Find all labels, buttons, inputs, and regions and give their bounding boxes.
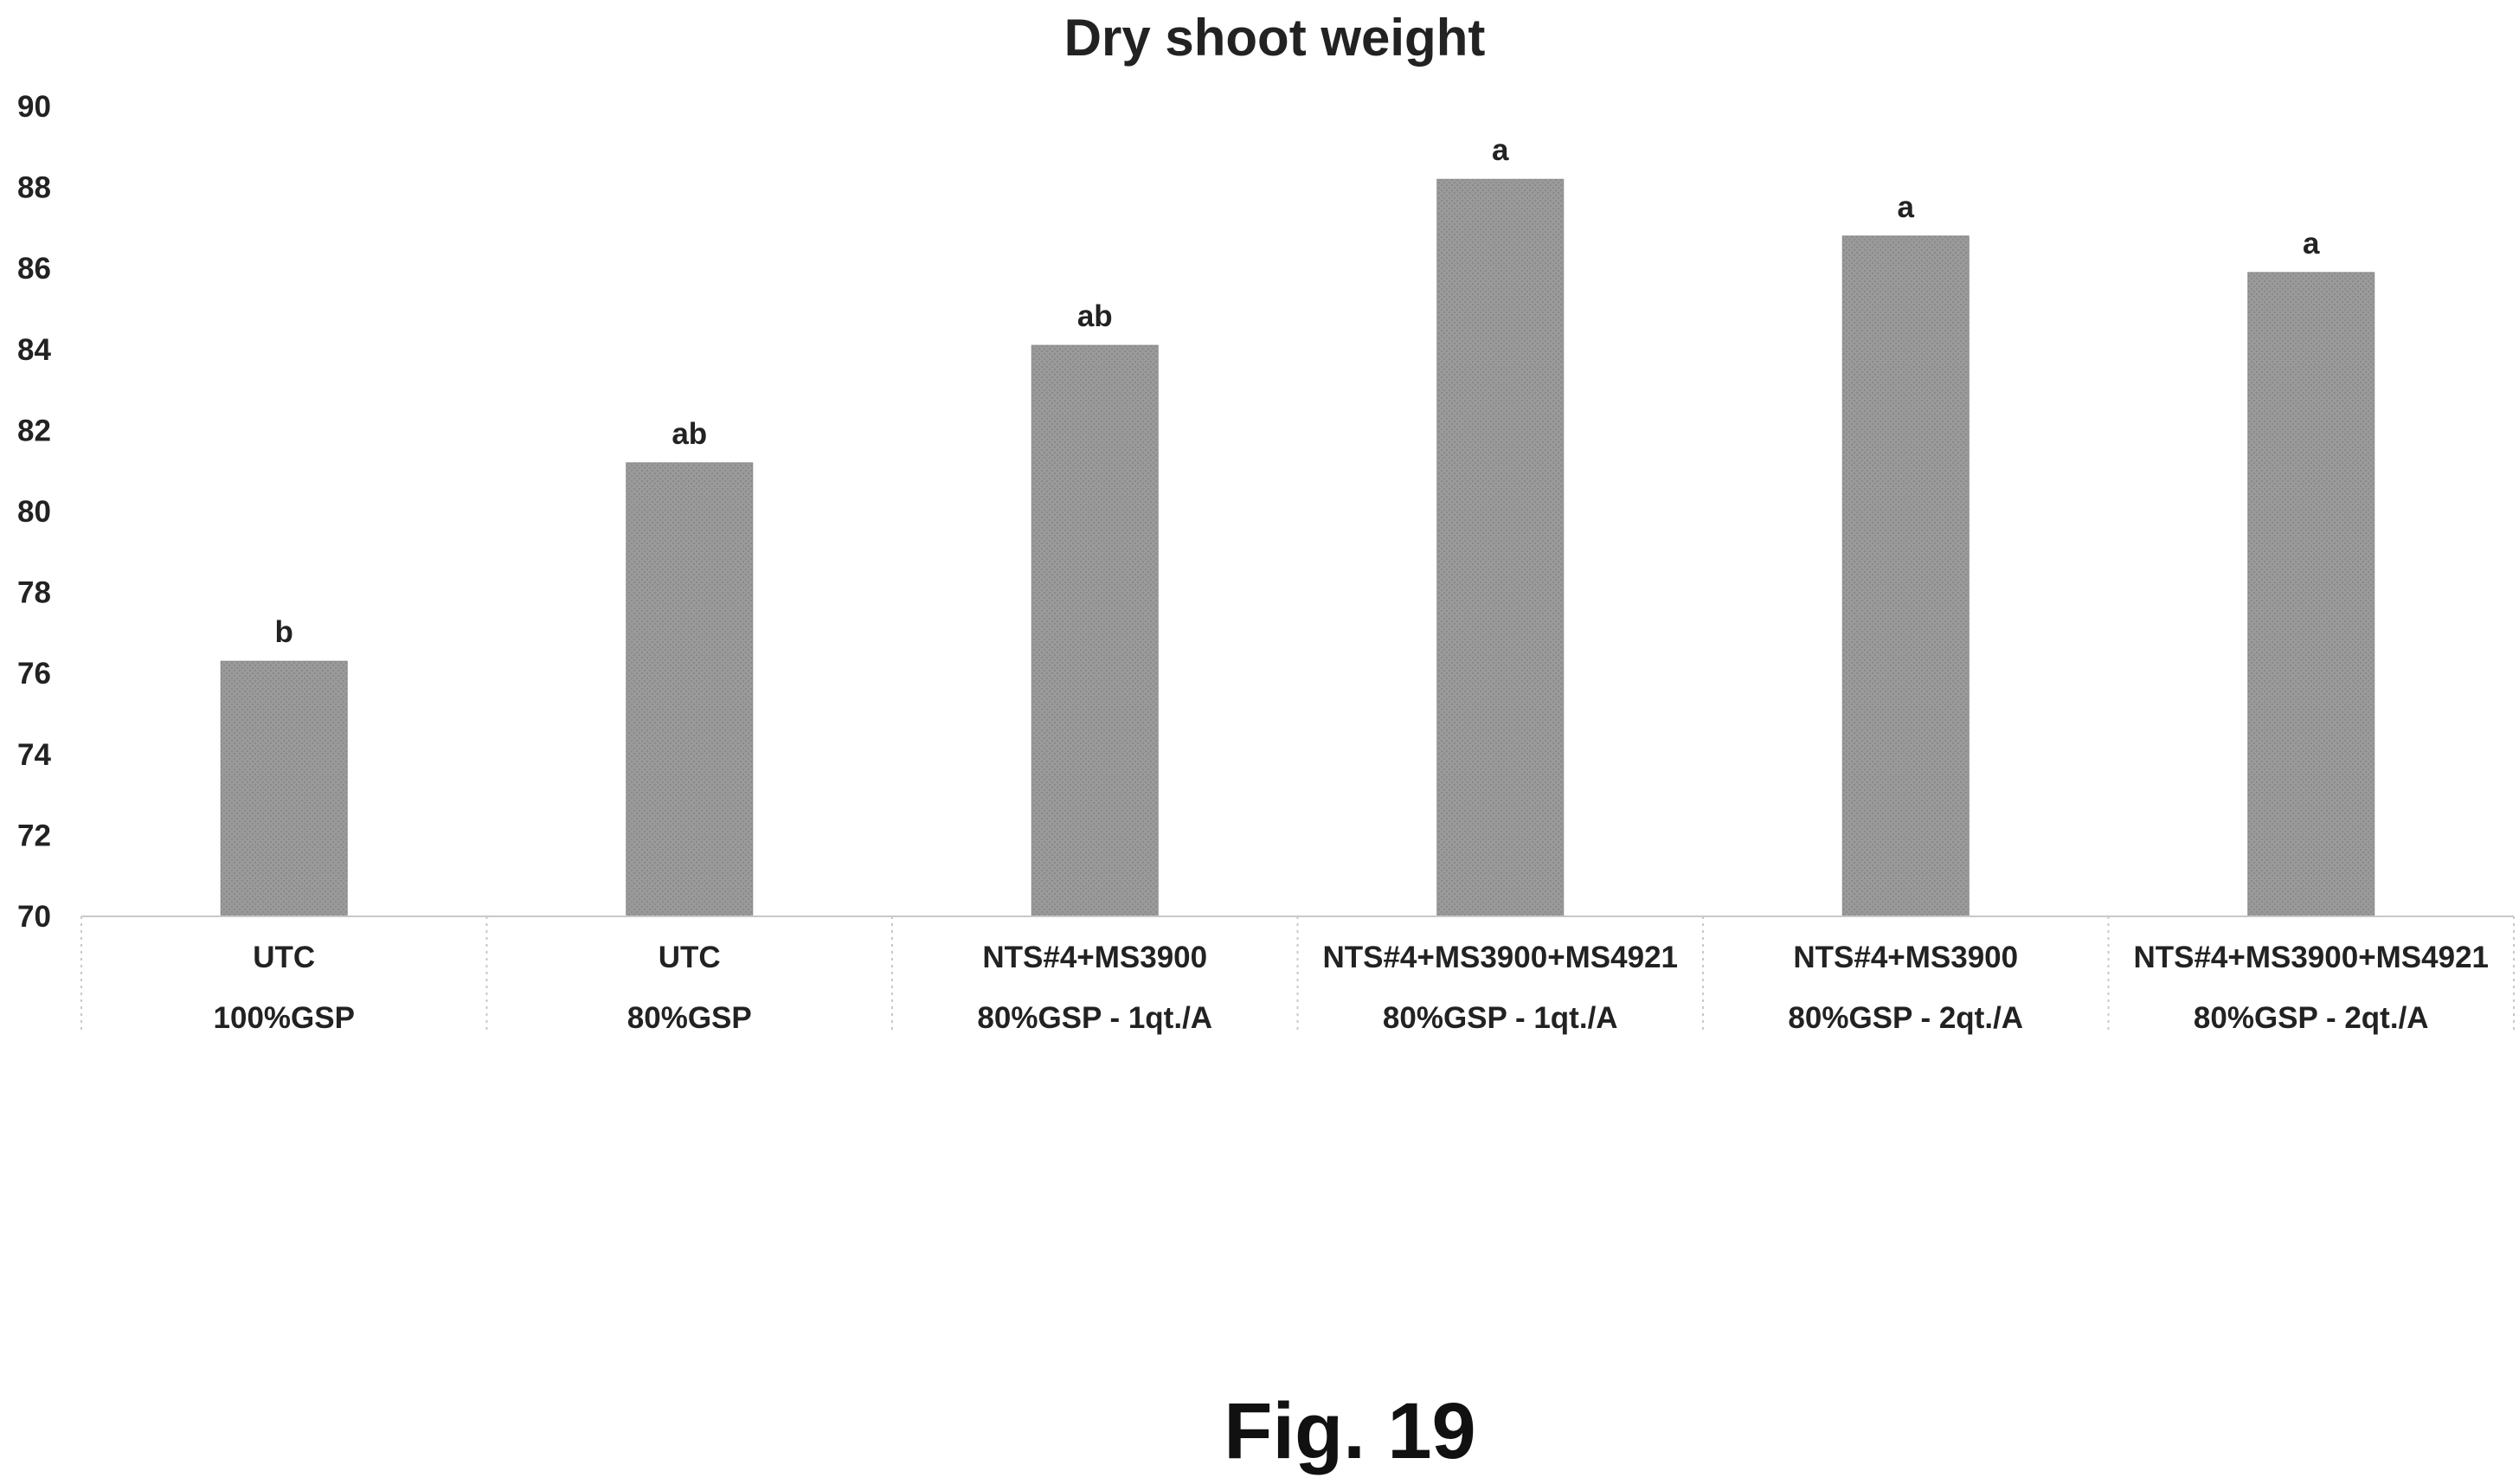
x-category-label: 80%GSP - 2qt./A [1788, 1001, 2023, 1035]
y-tick-label: 78 [17, 576, 51, 610]
bar [220, 660, 348, 917]
x-axis: UTC 100%GSP UTC 80%GSP NTS#4+MS3900 80%GSP - … [80, 915, 2515, 1035]
x-category-label: 80%GSP - 1qt./A [977, 1001, 1212, 1035]
y-axis: 70 72 74 76 78 80 82 84 86 88 90 [17, 90, 51, 934]
y-tick-label: 76 [17, 657, 51, 691]
x-category-label: NTS#4+MS3900 [1793, 941, 2018, 974]
bar-data-label: ab [1077, 299, 1113, 333]
x-category-label: 80%GSP [627, 1001, 752, 1035]
bar-data-label: a [1898, 190, 1915, 224]
y-tick-label: 82 [17, 414, 51, 447]
bar-data-label: b [275, 615, 293, 649]
y-tick-label: 88 [17, 171, 51, 205]
bar [1031, 344, 1159, 917]
bar-data-label: a [1492, 133, 1509, 167]
figure-caption: Fig. 19 [1224, 1387, 1475, 1475]
y-tick-label: 80 [17, 495, 51, 529]
x-category-label: NTS#4+MS3900+MS4921 [1322, 941, 1678, 974]
y-tick-label: 84 [17, 333, 51, 367]
x-category-label: NTS#4+MS3900 [982, 941, 1207, 974]
y-tick-label: 72 [17, 819, 51, 852]
bar [1436, 178, 1565, 917]
bar-data-label: ab [672, 417, 707, 451]
bar [2247, 272, 2375, 917]
x-category-label: 100%GSP [214, 1001, 355, 1035]
y-tick-label: 90 [17, 90, 51, 124]
x-category-label: 80%GSP - 2qt./A [2194, 1001, 2429, 1035]
bar [626, 462, 754, 917]
x-category-label: UTC [659, 941, 721, 974]
x-category-label: UTC [253, 941, 315, 974]
bar [1841, 235, 1970, 917]
data-labels-group: b ab ab a a a [275, 133, 2320, 649]
x-category-label: 80%GSP - 1qt./A [1383, 1001, 1618, 1035]
y-tick-label: 70 [17, 900, 51, 934]
bars-group [220, 178, 2375, 917]
bar-data-label: a [2303, 227, 2320, 260]
chart-title: Dry shoot weight [1064, 9, 1486, 67]
x-category-label: NTS#4+MS3900+MS4921 [2133, 941, 2489, 974]
y-tick-label: 74 [17, 738, 51, 772]
y-tick-label: 86 [17, 252, 51, 286]
